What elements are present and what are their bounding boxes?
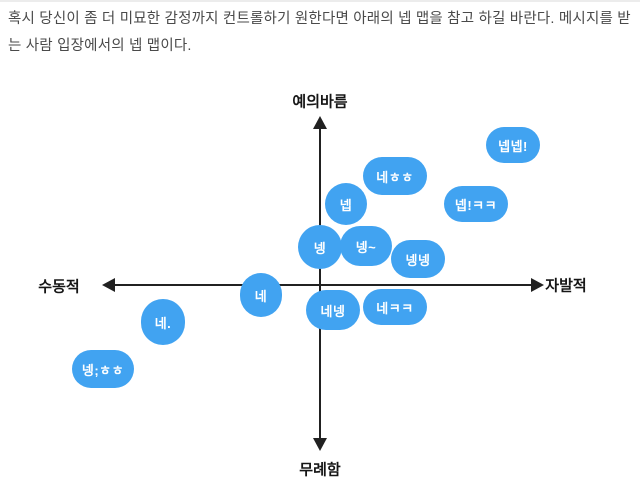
x-axis-line [114,284,532,286]
map-bubble: 넹;ㅎㅎ [72,350,134,388]
map-bubble: 넹넹 [391,240,445,278]
y-axis-positive-label: 예의바름 [292,93,348,111]
map-bubble: 네. [141,299,185,345]
map-bubble: 넵!ㅋㅋ [444,186,508,222]
map-bubble: 넵 [325,183,367,225]
arrow-up-icon [313,116,327,129]
arrow-left-icon [102,278,115,292]
map-bubble: 네넹 [306,290,360,330]
x-axis-negative-label: 수동적 [38,278,80,296]
map-bubble: 네ㅋㅋ [363,289,427,325]
map-bubble: 네 [240,273,282,317]
y-axis-negative-label: 무례함 [299,461,341,479]
map-bubble: 네ㅎㅎ [363,157,427,195]
map-bubble: 넹~ [340,226,392,266]
x-axis-positive-label: 자발적 [545,277,587,295]
map-bubble: 넹 [298,225,342,269]
map-bubble: 넵넵! [486,127,540,163]
arrow-right-icon [531,278,544,292]
arrow-down-icon [313,438,327,451]
intro-paragraph: 혹시 당신이 좀 더 미묘한 감정까지 컨트롤하기 원한다면 아래의 넵 맵을 … [8,11,631,54]
